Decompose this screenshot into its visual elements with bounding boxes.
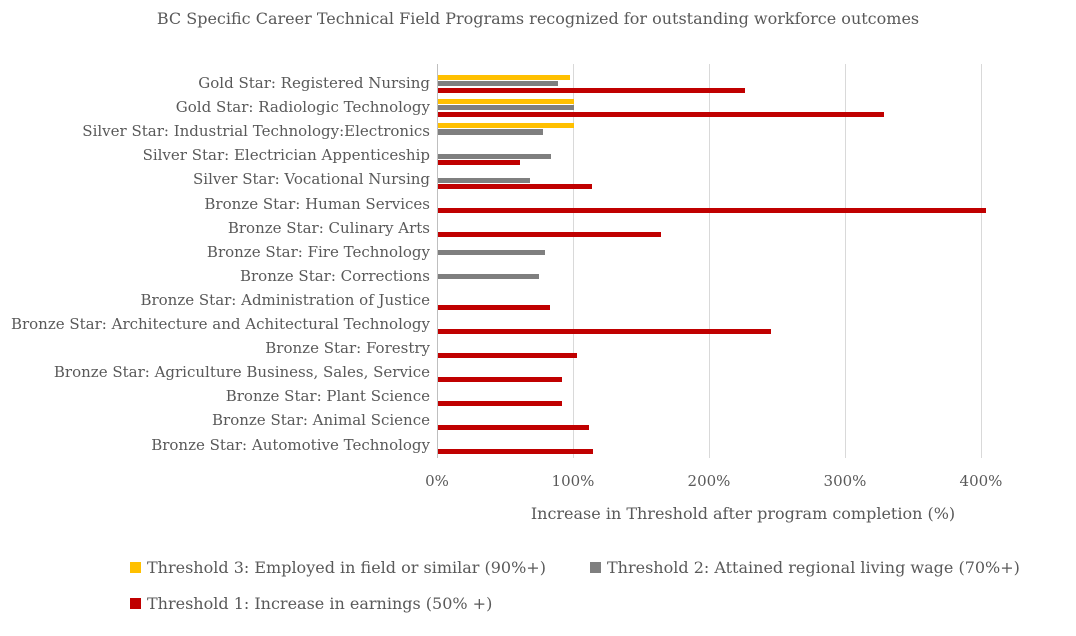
bar (438, 105, 574, 111)
category-label: Bronze Star: Forestry (265, 339, 430, 358)
legend-swatch-icon (590, 562, 601, 573)
category-label: Bronze Star: Administration of Justice (140, 290, 430, 309)
bar (438, 159, 520, 166)
category-label: Bronze Star: Fire Technology (206, 242, 430, 261)
category-label: Bronze Star: Culinary Arts (227, 218, 430, 237)
legend-row: Threshold 1: Increase in earnings (50% +… (130, 594, 1070, 613)
x-axis-title: Increase in Threshold after program comp… (530, 504, 956, 523)
category-label: Bronze Star: Human Services (204, 194, 430, 213)
bar (438, 81, 558, 87)
tick-label: 100% (551, 472, 595, 490)
chart-title: BC Specific Career Technical Field Progr… (156, 9, 920, 28)
bar (438, 74, 570, 80)
category-label: Bronze Star: Corrections (239, 266, 430, 285)
category-label: Silver Star: Vocational Nursing (193, 170, 430, 189)
gridline (573, 64, 574, 458)
gridline (709, 64, 710, 458)
legend-item: Threshold 2: Attained regional living wa… (590, 558, 1020, 577)
bar (438, 208, 987, 214)
bar (438, 129, 543, 135)
category-label: Silver Star: Electrician Appenticeship (142, 146, 430, 165)
bar (438, 177, 531, 183)
category-label: Bronze Star: Architecture and Achitectur… (10, 315, 430, 333)
bar (438, 400, 562, 407)
bar (438, 184, 592, 190)
bar (438, 98, 574, 105)
plot-area (437, 64, 1049, 458)
bar (438, 376, 562, 382)
legend-item: Threshold 3: Employed in field or simila… (130, 558, 590, 577)
category-label: Gold Star: Radiologic Technology (175, 98, 430, 117)
category-label: Bronze Star: Animal Science (212, 411, 430, 430)
legend-row: Threshold 3: Employed in field or simila… (130, 558, 1070, 577)
tick-label: 300% (823, 472, 867, 490)
category-label: Bronze Star: Automotive Technology (151, 435, 430, 454)
category-label: Bronze Star: Plant Science (225, 387, 430, 406)
bar (438, 425, 589, 431)
category-label: Gold Star: Registered Nursing (198, 74, 430, 92)
legend-label: Threshold 1: Increase in earnings (50% +… (147, 594, 493, 613)
bar (438, 449, 594, 455)
bar (438, 328, 772, 334)
bar (438, 87, 746, 93)
legend: Threshold 3: Employed in field or simila… (130, 558, 1070, 630)
category-label: Silver Star: Industrial Technology:Elect… (82, 122, 430, 141)
bar (438, 153, 551, 159)
gridline (845, 64, 846, 458)
bar (438, 274, 539, 280)
legend-swatch-icon (130, 562, 141, 573)
bar (438, 111, 885, 117)
bar (438, 249, 546, 256)
legend-label: Threshold 2: Attained regional living wa… (607, 558, 1020, 577)
bar (438, 232, 662, 238)
tick-label: 400% (959, 472, 1003, 490)
bar (438, 304, 550, 310)
bar (438, 123, 574, 129)
legend-item: Threshold 1: Increase in earnings (50% +… (130, 594, 492, 613)
gridline (981, 64, 982, 458)
tick-label: 0% (425, 472, 449, 490)
legend-label: Threshold 3: Employed in field or simila… (147, 558, 546, 577)
bar (438, 352, 577, 358)
tick-label: 200% (687, 472, 731, 490)
category-label: Bronze Star: Agriculture Business, Sales… (53, 363, 430, 382)
category-axis-line (437, 64, 438, 458)
legend-swatch-icon (130, 598, 141, 609)
